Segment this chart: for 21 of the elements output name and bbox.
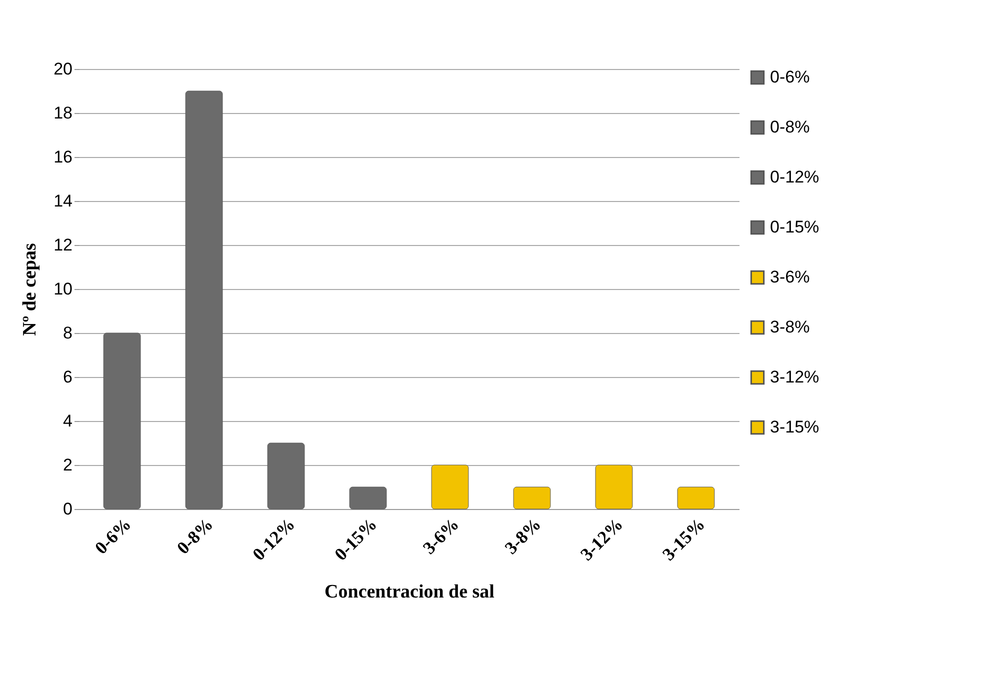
y-tick-label: 14	[54, 192, 72, 210]
y-tick-label: 10	[54, 280, 72, 298]
y-tick-label: 0	[63, 500, 72, 518]
y-tick-label: 12	[54, 236, 72, 254]
legend-label: 0-8%	[770, 118, 810, 136]
legend-label: 0-15%	[770, 218, 820, 236]
legend-label: 3-8%	[770, 318, 810, 336]
y-tick-label: 8	[63, 324, 72, 342]
y-tick-label: 6	[63, 368, 72, 386]
y-tick-label: 20	[54, 60, 72, 78]
legend-label: 0-12%	[770, 168, 820, 186]
y-axis-title: Nº de cepas	[20, 243, 41, 336]
y-tick-label: 16	[54, 148, 72, 166]
x-axis-title: Concentracion de sal	[324, 581, 494, 602]
legend-label: 3-12%	[770, 368, 820, 386]
legend-label: 3-15%	[770, 418, 820, 436]
legend-label: 3-6%	[770, 268, 810, 286]
y-tick-label: 18	[54, 104, 72, 122]
y-tick-label: 2	[63, 456, 72, 474]
legend-label: 0-6%	[770, 68, 810, 86]
y-tick-label: 4	[63, 412, 72, 430]
